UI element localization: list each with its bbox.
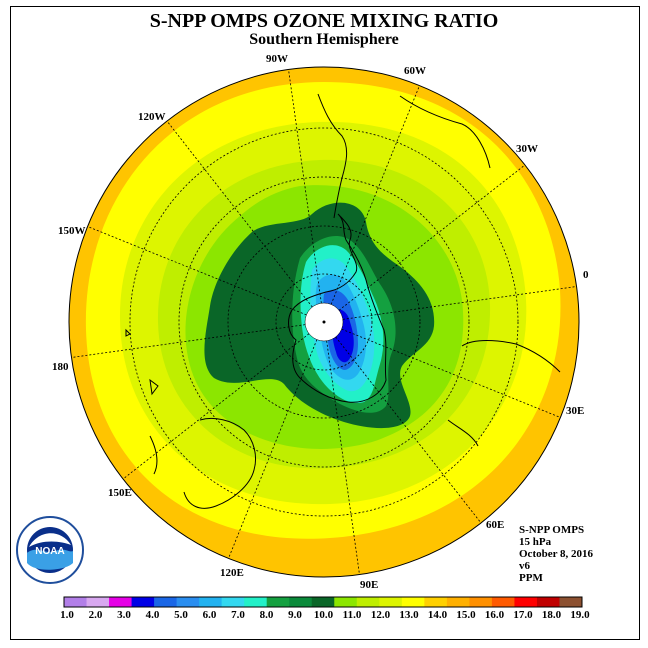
meridian-line bbox=[87, 226, 307, 316]
colorbar-swatch bbox=[424, 597, 448, 607]
coast-south-america bbox=[317, 93, 348, 219]
colorbar-swatch bbox=[154, 597, 178, 607]
graticule bbox=[71, 69, 577, 575]
map-title: S-NPP OMPS OZONE MIXING RATIO bbox=[149, 10, 499, 32]
colorbar-swatch bbox=[536, 597, 560, 607]
lat-circle-80 bbox=[275, 273, 373, 371]
ozone-field bbox=[69, 67, 579, 577]
lon-label-60e: 60E bbox=[486, 519, 504, 531]
meridian-line bbox=[166, 120, 313, 308]
colorbar-tick-label: 8.0 bbox=[259, 609, 274, 621]
lon-label-180: 180 bbox=[52, 361, 69, 373]
meridian-line bbox=[338, 164, 526, 311]
colorbar bbox=[63, 596, 583, 608]
colorbar-tick-label: 3.0 bbox=[117, 609, 131, 621]
meridian-line bbox=[326, 340, 360, 575]
colorbar-tick-label: 1.0 bbox=[60, 609, 74, 621]
colorbar-tick-label: 16.0 bbox=[484, 609, 505, 621]
colorbar-tick-label: 18.0 bbox=[541, 609, 562, 621]
south-pole-marker bbox=[322, 320, 326, 324]
colorbar-swatch bbox=[311, 597, 335, 607]
lat-circle-50 bbox=[129, 127, 519, 517]
meridian-line bbox=[341, 328, 561, 418]
colorbar-tick-label: 4.0 bbox=[145, 609, 160, 621]
colorbar-tick-label: 19.0 bbox=[570, 609, 590, 621]
colorbar-tick-label: 10.0 bbox=[313, 609, 334, 621]
lon-label-60w: 60W bbox=[404, 65, 426, 77]
colorbar-tick-label: 17.0 bbox=[513, 609, 533, 621]
colorbar-swatch bbox=[356, 597, 380, 607]
svg-text:NOAA: NOAA bbox=[35, 546, 64, 557]
lon-label-30e: 30E bbox=[566, 405, 584, 417]
colorbar-swatch bbox=[176, 597, 200, 607]
colorbar-swatch bbox=[401, 597, 425, 607]
colorbar-swatch bbox=[379, 597, 403, 607]
colorbar-swatch bbox=[559, 597, 583, 607]
lon-label-120w: 120W bbox=[138, 111, 166, 123]
colorbar-tick-label: 12.0 bbox=[370, 609, 391, 621]
info-date: October 8, 2016 bbox=[519, 548, 594, 560]
lat-circle-70 bbox=[227, 225, 421, 419]
colorbar-tick-label: 15.0 bbox=[456, 609, 476, 621]
coastlines bbox=[125, 93, 561, 509]
meridian-line bbox=[335, 336, 482, 524]
coast-africa bbox=[447, 340, 561, 447]
colorbar-swatch bbox=[131, 597, 155, 607]
meridian-line bbox=[342, 286, 577, 320]
lon-label-120e: 120E bbox=[220, 567, 244, 579]
coast-south-america-east bbox=[399, 95, 491, 169]
coast-islands bbox=[125, 328, 159, 396]
colorbar-tick-label: 13.0 bbox=[399, 609, 419, 621]
colorbar-swatch bbox=[446, 597, 470, 607]
colorbar-swatch bbox=[221, 597, 245, 607]
info-level: 15 hPa bbox=[519, 536, 552, 548]
longitude-labels: 90W 60W 30W 0 30E 60E 90E 120E 150E 180 … bbox=[52, 53, 589, 591]
colorbar-swatch bbox=[266, 597, 290, 607]
plot-frame bbox=[10, 6, 640, 640]
info-instrument: S-NPP OMPS bbox=[519, 524, 585, 536]
colorbar-tick-label: 14.0 bbox=[427, 609, 448, 621]
colorbar-swatch bbox=[334, 597, 358, 607]
meridian-line bbox=[228, 339, 318, 559]
noaa-logo: NOAA bbox=[15, 515, 85, 585]
info-units: PPM bbox=[519, 572, 543, 584]
coast-antarctica bbox=[288, 213, 387, 403]
colorbar-swatch bbox=[469, 597, 493, 607]
info-version: v6 bbox=[519, 560, 530, 572]
colorbar-tick-label: 6.0 bbox=[202, 609, 217, 621]
colorbar-tick-label: 9.0 bbox=[288, 609, 302, 621]
map-boundary bbox=[68, 66, 580, 578]
coast-australia bbox=[149, 417, 257, 509]
meridian-line bbox=[330, 85, 420, 305]
lon-label-30w: 30W bbox=[516, 143, 538, 155]
colorbar-tick-label: 11.0 bbox=[342, 609, 362, 621]
colorbar-swatch bbox=[199, 597, 223, 607]
lat-circle-60 bbox=[178, 176, 470, 468]
map-subtitle: Southern Hemisphere bbox=[249, 31, 399, 48]
colorbar-swatch bbox=[86, 597, 110, 607]
lon-label-150e: 150E bbox=[108, 487, 132, 499]
lon-label-0: 0 bbox=[583, 269, 589, 281]
colorbar-border bbox=[63, 596, 583, 608]
colorbar-swatch bbox=[491, 597, 515, 607]
meridian-line bbox=[122, 333, 310, 480]
lon-label-150w: 150W bbox=[58, 225, 86, 237]
lon-label-90w: 90W bbox=[266, 53, 288, 65]
colorbar-swatch bbox=[514, 597, 538, 607]
colorbar-swatch bbox=[289, 597, 313, 607]
colorbar-swatch bbox=[64, 597, 88, 607]
colorbar-tick-label: 5.0 bbox=[174, 609, 188, 621]
colorbar-tick-label: 7.0 bbox=[231, 609, 245, 621]
meridian-line bbox=[288, 69, 322, 304]
colorbar-swatch bbox=[109, 597, 133, 607]
colorbar-tick-label: 2.0 bbox=[88, 609, 103, 621]
meridian-lines bbox=[71, 69, 577, 575]
colorbar-swatch bbox=[244, 597, 268, 607]
meridian-line bbox=[71, 324, 306, 358]
lon-label-90e: 90E bbox=[360, 579, 378, 591]
